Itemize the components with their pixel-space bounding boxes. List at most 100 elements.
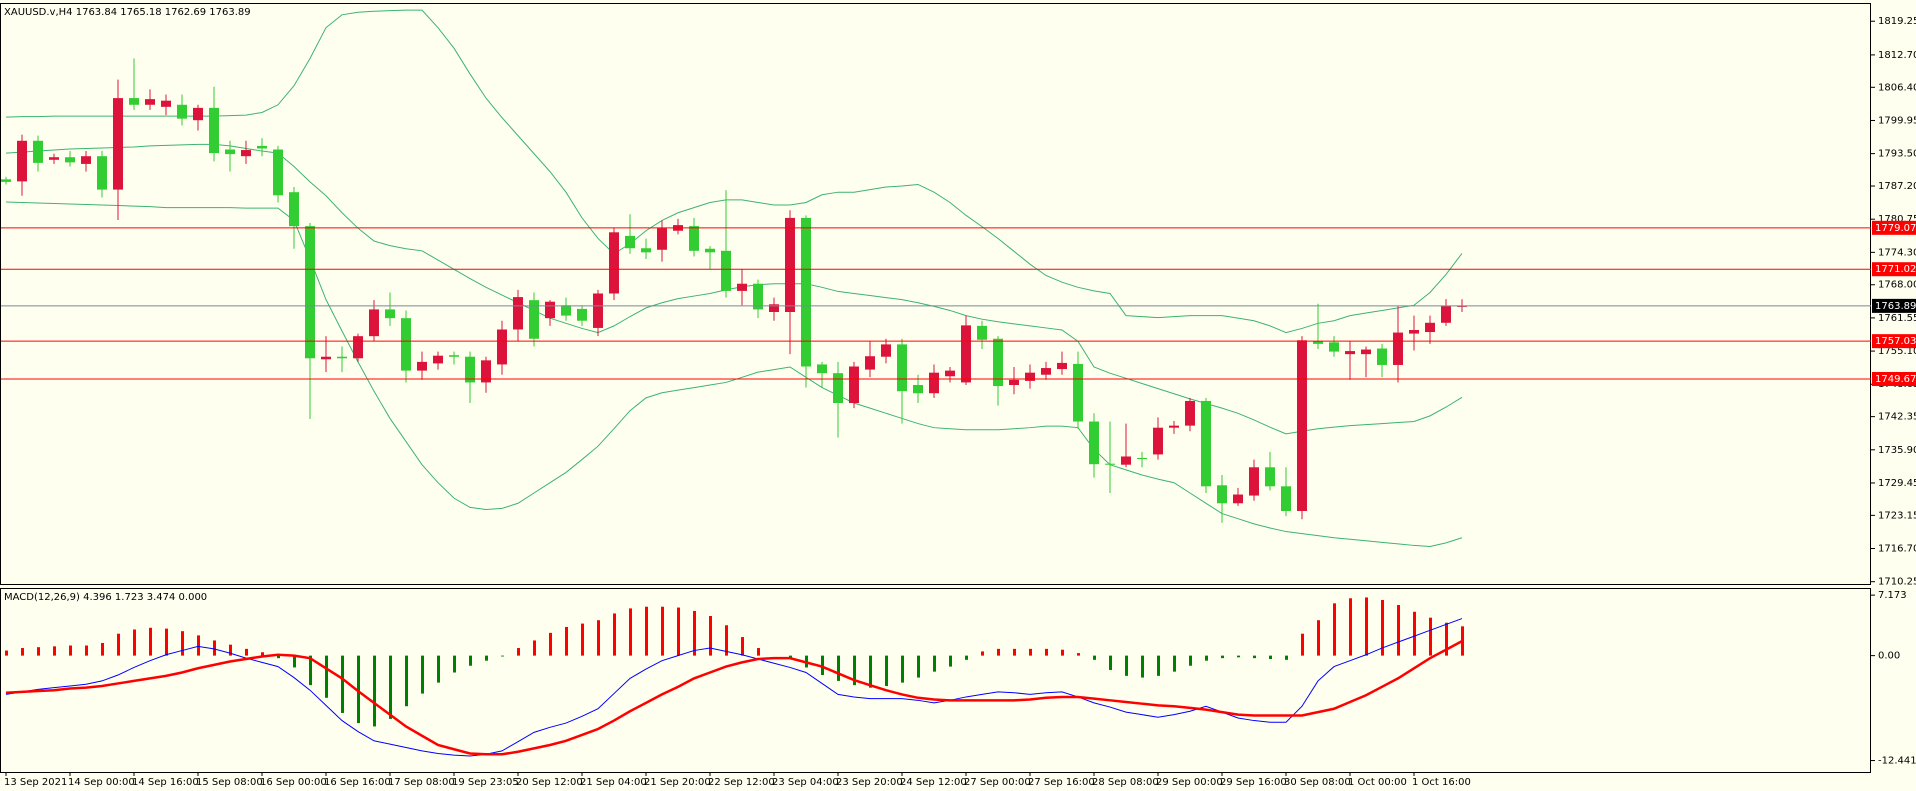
x-tick-label: 23 Sep 04:00 xyxy=(772,777,839,788)
x-tick-label: 20 Sep 12:00 xyxy=(516,777,583,788)
macd-histogram-bar xyxy=(693,610,696,656)
macd-histogram-bar xyxy=(53,646,56,656)
candle-body xyxy=(353,336,363,359)
candle-body xyxy=(65,157,75,163)
level-label-box xyxy=(1872,334,1916,349)
candle-body xyxy=(209,107,219,154)
candle-body xyxy=(1025,372,1035,381)
y-tick-label: 1716.70 xyxy=(1878,544,1916,555)
macd-histogram-bar xyxy=(1221,655,1224,659)
x-tick-label: 16 Sep 00:00 xyxy=(260,777,327,788)
candle-body xyxy=(433,355,443,364)
macd-histogram-bar xyxy=(1429,617,1432,656)
macd-histogram-bar xyxy=(1093,655,1096,660)
level-label: 1771.02 xyxy=(1875,264,1916,275)
candle-body xyxy=(1265,467,1275,487)
y-tick-label: 1793.50 xyxy=(1878,149,1916,160)
candle-body xyxy=(561,305,571,316)
macd-line xyxy=(5,639,1463,756)
candle-body xyxy=(785,217,795,312)
macd-histogram-bar xyxy=(1109,655,1112,670)
macd-histogram-bar xyxy=(1461,626,1464,656)
candle-body xyxy=(769,304,779,312)
level-label: 1749.67 xyxy=(1875,374,1916,385)
candle-body xyxy=(513,297,523,330)
macd-histogram-bar xyxy=(789,655,792,659)
x-tick-label: 14 Sep 00:00 xyxy=(68,777,135,788)
candle-body xyxy=(609,232,619,294)
x-tick-label: 1 Oct 00:00 xyxy=(1348,777,1407,788)
level-label-box xyxy=(1872,298,1916,313)
macd-histogram-bar xyxy=(117,633,120,656)
x-tick-label: 17 Sep 08:00 xyxy=(388,777,455,788)
macd-histogram-bar xyxy=(741,637,744,656)
macd-histogram-bar xyxy=(405,655,408,707)
candle-body xyxy=(465,356,475,383)
macd-histogram-bar xyxy=(69,645,72,656)
x-tick-label: 29 Sep 00:00 xyxy=(1156,777,1223,788)
macd-histogram-bar xyxy=(85,645,88,656)
candle-body xyxy=(1105,463,1115,465)
candle-body xyxy=(1137,458,1147,460)
candle-body xyxy=(1,179,11,182)
candle-body xyxy=(529,300,539,339)
macd-histogram-bar xyxy=(597,620,600,656)
macd-histogram-bar xyxy=(1285,655,1288,660)
macd-histogram-bar xyxy=(933,655,936,672)
candle-body xyxy=(305,226,315,359)
macd-histogram-bar xyxy=(1141,655,1144,678)
macd-histogram-bar xyxy=(325,655,328,698)
macd-histogram-bar xyxy=(1013,648,1016,656)
candle-body xyxy=(1377,348,1387,365)
macd-histogram-bar xyxy=(1045,648,1048,656)
candle-body xyxy=(881,344,891,357)
x-tick-label: 1 Oct 16:00 xyxy=(1412,777,1471,788)
candle-body xyxy=(145,99,155,105)
candle-body xyxy=(1057,362,1067,370)
macd-histogram-bar xyxy=(869,655,872,688)
candle-body xyxy=(977,325,987,340)
macd-histogram-bar xyxy=(1365,597,1368,656)
macd-histogram-bar xyxy=(533,640,536,656)
x-tick-label: 13 Sep 2021 xyxy=(4,777,67,788)
macd-histogram-bar xyxy=(149,627,152,656)
candle-body xyxy=(161,100,171,107)
x-tick-label: 22 Sep 12:00 xyxy=(708,777,775,788)
candle-body xyxy=(369,309,379,337)
candle-body xyxy=(1233,494,1243,504)
y-tick-label: 1787.20 xyxy=(1878,181,1916,192)
candle-body xyxy=(849,366,859,404)
macd-histogram-bar xyxy=(1413,611,1416,656)
candle-body xyxy=(593,293,603,328)
candle-body xyxy=(641,248,651,253)
candle-body xyxy=(993,338,1003,387)
candle-body xyxy=(577,308,587,321)
candle-body xyxy=(929,372,939,394)
x-tick-label: 28 Sep 08:00 xyxy=(1092,777,1159,788)
macd-histogram-bar xyxy=(565,626,568,656)
candle-body xyxy=(97,156,107,190)
y-tick-label: 1799.95 xyxy=(1878,115,1916,126)
macd-histogram-bar xyxy=(1333,603,1336,656)
macd-histogram-bar xyxy=(261,652,264,656)
macd-histogram-bar xyxy=(709,615,712,656)
candle-body xyxy=(1073,363,1083,422)
y-tick-label: 1819.25 xyxy=(1878,16,1916,27)
candle-body xyxy=(1153,427,1163,455)
candle-body xyxy=(1425,322,1435,333)
macd-histogram-bar xyxy=(309,655,312,686)
macd-histogram-bar xyxy=(1397,605,1400,656)
macd-histogram-bar xyxy=(373,655,376,727)
candle-body xyxy=(1409,329,1419,334)
macd-histogram-bar xyxy=(1317,620,1320,656)
macd-histogram-bar xyxy=(165,628,168,656)
macd-histogram-bar xyxy=(917,655,920,678)
candle-body xyxy=(625,235,635,249)
y-tick-label: 1710.25 xyxy=(1878,577,1916,588)
candle-body xyxy=(1361,349,1371,355)
macd-panel-frame xyxy=(0,588,1871,773)
macd-histogram-bar xyxy=(965,655,968,660)
candle-body xyxy=(33,140,43,163)
